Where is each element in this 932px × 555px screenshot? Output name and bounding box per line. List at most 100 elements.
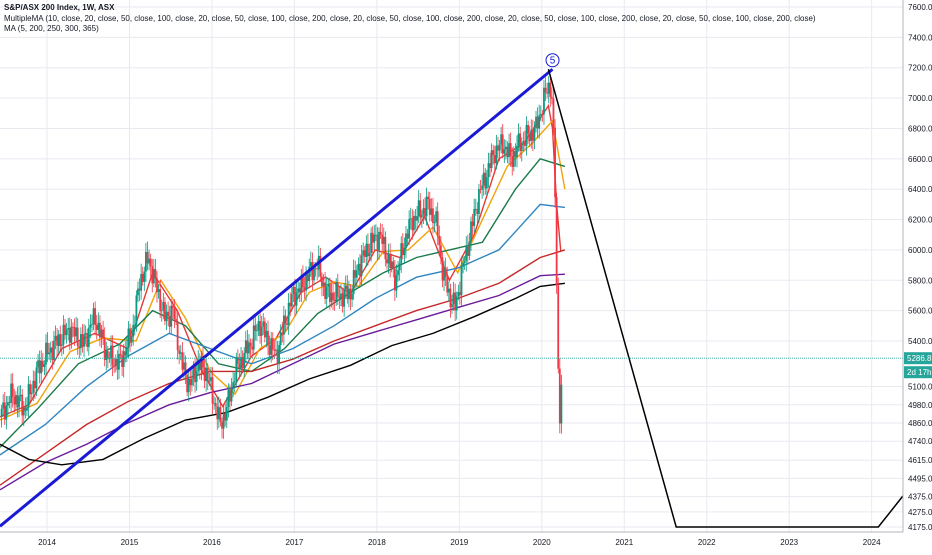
candle-body [525,125,528,146]
candle-body [297,288,300,293]
candle-body [425,196,428,217]
candle-body [92,308,95,325]
candle-body [344,285,347,290]
candle-body [216,406,219,420]
moving-average-line [0,273,565,491]
candle-body [338,296,341,299]
candle-body [497,145,499,151]
candle-body [132,324,135,337]
trendline [0,68,554,528]
candle-body [244,340,247,353]
candle-body [384,236,387,260]
candle-body [278,345,281,365]
candle-body [192,365,195,379]
candle-body [560,384,563,424]
candle-body [214,403,217,407]
candle-body [49,347,52,353]
candle-body [173,308,176,320]
candle-body [451,303,453,308]
wave-5-marker [545,53,560,68]
legend: S&P/ASX 200 Index, 1W, ASX MultipleMA (1… [4,3,816,35]
candle-body [127,328,130,348]
drawing-lines[interactable]: 5 [0,53,904,528]
candle-body [295,292,298,306]
candle-body [386,259,388,264]
y-tick-label: 7600.0 [908,3,932,12]
y-tick-label: 7000.0 [908,94,932,103]
candle-body [164,301,166,322]
candle-body [51,347,54,361]
candle-body [59,334,62,347]
candle-body [256,330,258,332]
y-tick-label: 4980.0 [908,401,932,410]
y-tick-label: 7200.0 [908,64,932,73]
current-price-tag [904,352,932,365]
x-tick-label: 2015 [121,538,139,547]
candle-body [538,115,541,129]
candle-body [398,263,401,271]
candle-body [19,394,22,397]
candle-body [390,261,393,269]
x-tick-label: 2024 [863,538,881,547]
candle-body [179,352,182,354]
candle-body [470,221,472,242]
candle-body [205,367,208,381]
candle-body [35,367,38,389]
candle-body [138,288,141,291]
candle-body [26,407,28,411]
x-tick-label: 2018 [368,538,386,547]
candle-body [481,185,484,190]
candle-body [454,292,457,311]
candle-body [210,377,212,381]
candle-body [168,315,171,327]
candle-body [492,150,495,156]
candle-body [200,356,203,370]
candle-body [419,200,422,218]
candle-body [73,327,76,337]
x-tick-label: 2019 [450,538,468,547]
candle-body [241,356,244,368]
grid [0,0,903,532]
candle-body [452,292,455,304]
candle-body [327,283,330,287]
candle-body [284,315,287,324]
candle-body [300,275,303,293]
candle-body [381,234,384,244]
candle-body [406,233,409,239]
candle-body [198,360,201,370]
candle-body [37,360,39,368]
candle-body [178,350,181,354]
candle-body [27,384,30,408]
candle-body [302,275,304,288]
candle-body [531,129,534,141]
candle-body [248,342,250,354]
indicator-ma[interactable]: MA (5, 200, 250, 300, 365) [4,24,99,33]
candle-body [70,326,73,343]
candle-body [420,214,423,218]
candle-body [354,270,357,278]
candle-body [546,92,549,94]
candle-body [365,243,368,257]
candle-body [181,352,184,370]
candle-body [359,263,361,276]
candle-body [140,273,143,291]
candle-body [10,383,13,403]
candle-body [387,253,390,264]
candle-body [435,211,438,223]
candle-body [449,288,452,308]
candle-body [41,360,44,367]
candle-body [357,263,360,271]
candle-body [194,365,196,383]
candle-body [227,389,230,407]
candle-body [279,332,282,346]
wave-5-label: 5 [550,56,556,67]
candle-body [186,375,189,393]
candle-body [504,146,507,150]
candle-body [137,288,139,296]
candle-body [511,156,514,167]
candle-body [183,362,185,370]
candle-body [232,382,235,388]
indicator-multiple-ma[interactable]: MultipleMA (10, close, 20, close, 50, cl… [4,13,816,23]
